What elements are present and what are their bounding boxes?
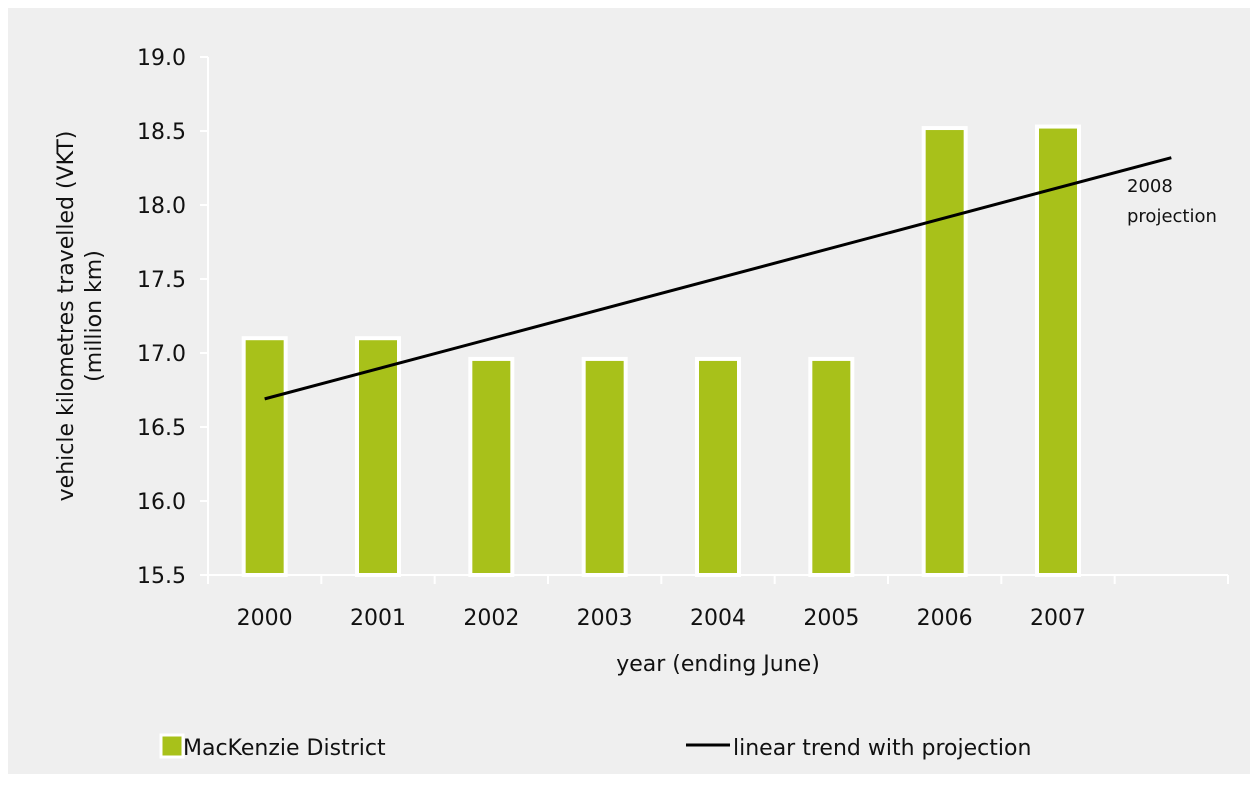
x-tick-label: 2004 bbox=[690, 606, 746, 631]
axes-group bbox=[207, 57, 1228, 576]
y-tick-label: 18.5 bbox=[137, 120, 186, 145]
x-tick-label: 2001 bbox=[350, 606, 406, 631]
y-tick-label: 18.0 bbox=[137, 194, 186, 219]
x-tick-label: 2000 bbox=[237, 606, 293, 631]
bar-2001 bbox=[355, 336, 401, 578]
x-tick-label: 2002 bbox=[463, 606, 519, 631]
y-axis-title-line-1: vehicle kilometres travelled (VKT) bbox=[54, 131, 79, 502]
y-ticks-group: 15.5 16.0 16.5 17.0 17.5 18.0 18.5 19.0 bbox=[137, 46, 208, 589]
legend-swatch-bar bbox=[159, 733, 185, 759]
bar-2002 bbox=[468, 356, 515, 578]
legend: MacKenzie District linear trend with pro… bbox=[159, 733, 1031, 761]
bar-2005 bbox=[808, 356, 855, 578]
legend-label-bar: MacKenzie District bbox=[183, 736, 386, 761]
x-tick-label: 2007 bbox=[1030, 606, 1086, 631]
annotation-line-1: 2008 bbox=[1127, 176, 1173, 197]
legend-label-line: linear trend with projection bbox=[733, 736, 1031, 761]
bar-2003 bbox=[581, 356, 628, 578]
y-tick-label: 16.5 bbox=[137, 416, 186, 441]
y-tick-label: 19.0 bbox=[137, 46, 186, 71]
y-tick-label: 16.0 bbox=[137, 490, 186, 515]
bar-2007 bbox=[1035, 124, 1081, 577]
y-tick-label: 17.5 bbox=[137, 268, 186, 293]
bar-2006 bbox=[921, 126, 968, 577]
bar-2004 bbox=[695, 356, 741, 578]
bars-group bbox=[241, 124, 1081, 578]
x-ticks-group: 2000 2001 2002 2003 2004 2005 2006 2007 bbox=[207, 575, 1229, 631]
y-tick-label: 17.0 bbox=[137, 342, 186, 367]
annotation-line-2: projection bbox=[1127, 206, 1217, 227]
y-axis-title-line-2: (million km) bbox=[82, 250, 107, 382]
y-tick-label: 15.5 bbox=[137, 564, 186, 589]
trend-line bbox=[264, 156, 1172, 401]
bar-2000 bbox=[241, 336, 288, 578]
x-tick-label: 2006 bbox=[917, 606, 973, 631]
x-tick-label: 2003 bbox=[577, 606, 633, 631]
x-axis-title: year (ending June) bbox=[616, 652, 820, 677]
x-tick-label: 2005 bbox=[803, 606, 859, 631]
